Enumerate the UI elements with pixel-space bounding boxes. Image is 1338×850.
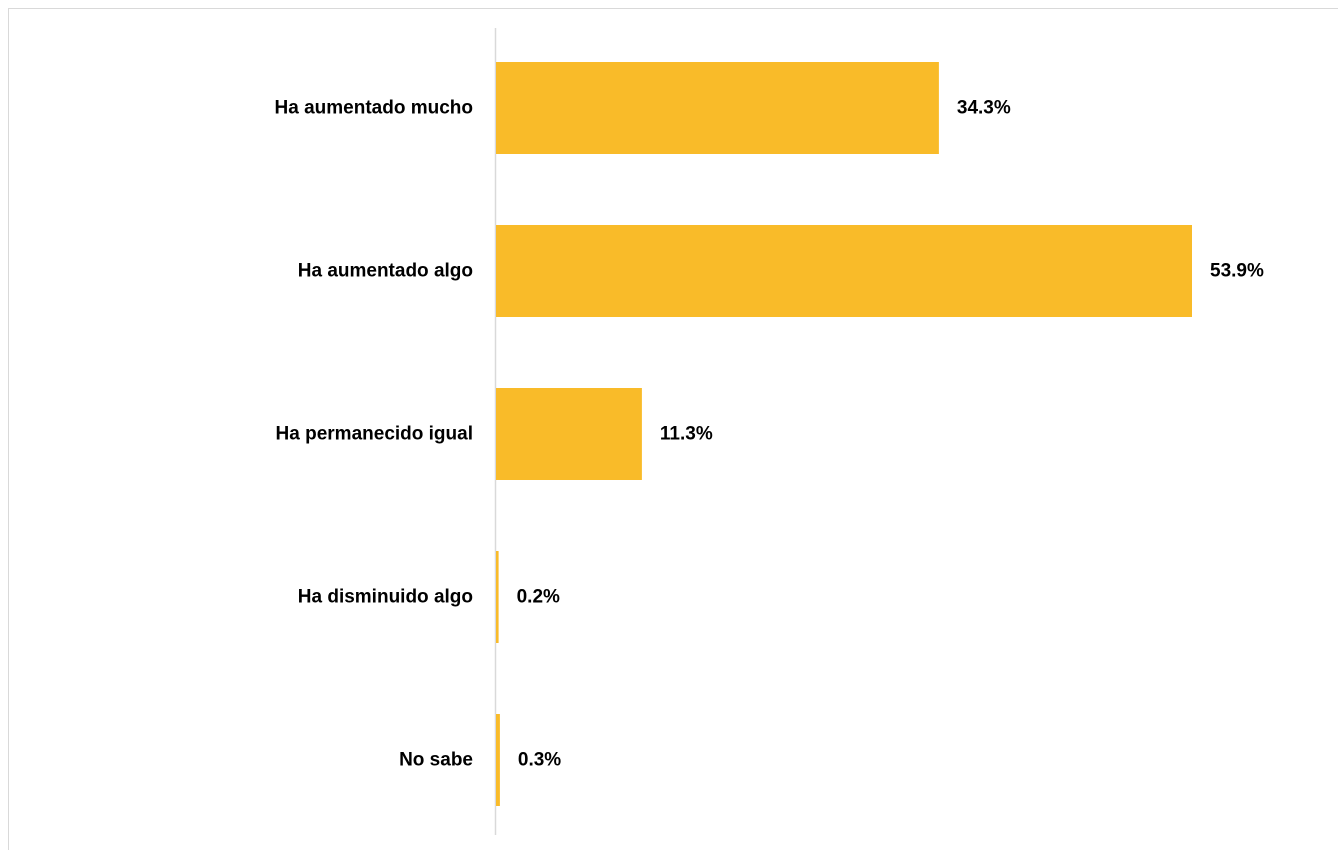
bar-4 [496,714,500,806]
value-label-3: 0.2% [517,587,560,608]
value-label-1: 53.9% [1210,261,1264,282]
bar-3 [496,551,499,643]
bars-group: Ha aumentado mucho 34.3% Ha aumentado algo… [275,62,1264,806]
category-label-0: Ha aumentado mucho [275,98,473,119]
category-label-3: Ha disminuido algo [298,587,473,608]
bar-2 [496,388,642,480]
category-label-4: No sabe [399,750,473,771]
bar-0 [496,62,939,154]
chart-frame [8,8,1338,850]
category-label-1: Ha aumentado algo [298,261,473,282]
value-label-0: 34.3% [957,98,1011,119]
category-label-2: Ha permanecido igual [276,424,473,445]
value-label-4: 0.3% [518,750,561,771]
bar-1 [496,225,1192,317]
value-label-2: 11.3% [660,424,713,445]
